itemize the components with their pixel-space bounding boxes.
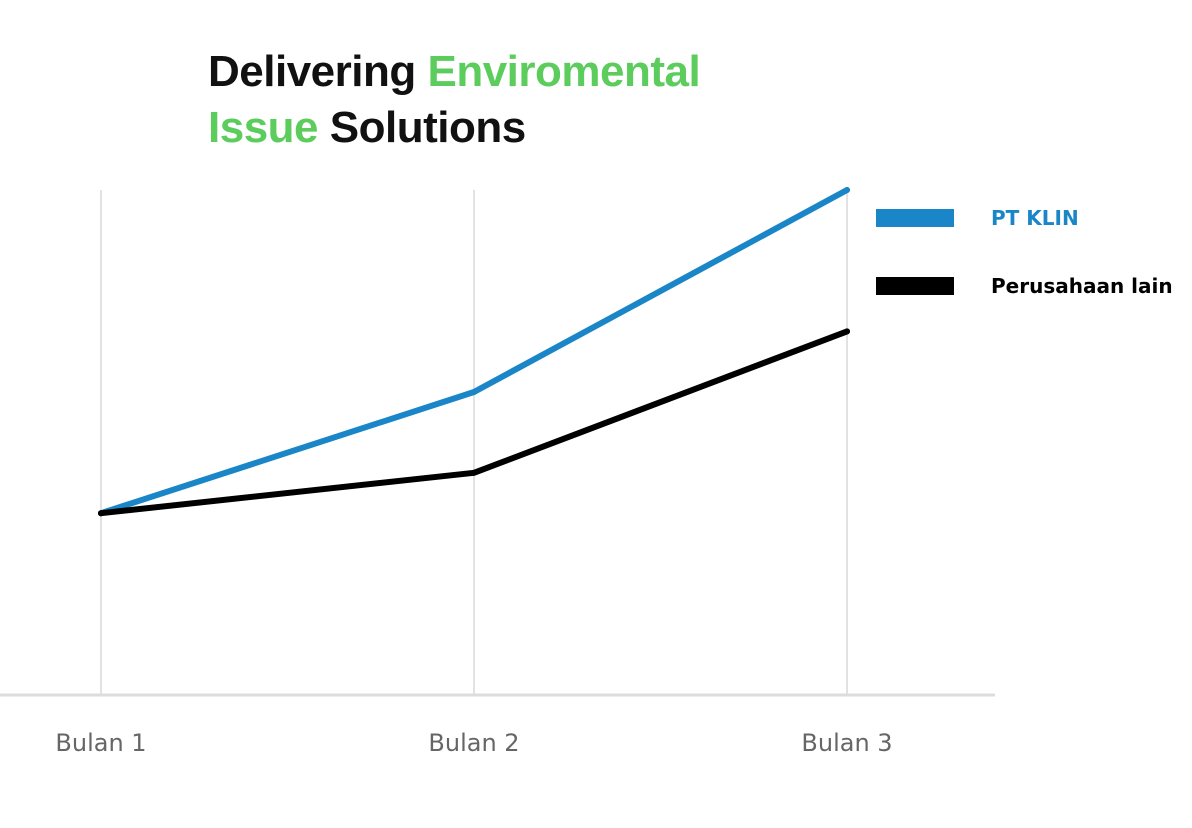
data-point [844,187,850,193]
title-line-2: Issue Solutions [208,100,700,156]
x-tick-labels: Bulan 1 Bulan 2 Bulan 3 [55,729,892,757]
legend-swatch [876,277,954,295]
title-part-1: Delivering [208,47,416,96]
legend: PT KLIN Perusahaan lain [876,206,1173,298]
x-tick-label: Bulan 2 [428,729,519,757]
title-line-1: Delivering Enviromental [208,44,701,100]
data-point [844,328,850,335]
data-point [471,469,477,476]
legend-label: PT KLIN [991,206,1079,230]
title-part-2: Enviromental [427,47,701,96]
title-part-4: Solutions [329,103,526,152]
chart-title: Delivering Enviromental Issue Solutions [208,44,701,156]
data-point [471,389,477,395]
x-tick-label: Bulan 1 [55,729,146,757]
series-lines [98,187,850,517]
data-point [98,510,104,517]
legend-label: Perusahaan lain [991,274,1173,298]
x-tick-label: Bulan 3 [801,729,892,757]
legend-swatch [876,209,954,227]
title-part-3: Issue [208,103,319,152]
grid-lines [100,190,848,695]
